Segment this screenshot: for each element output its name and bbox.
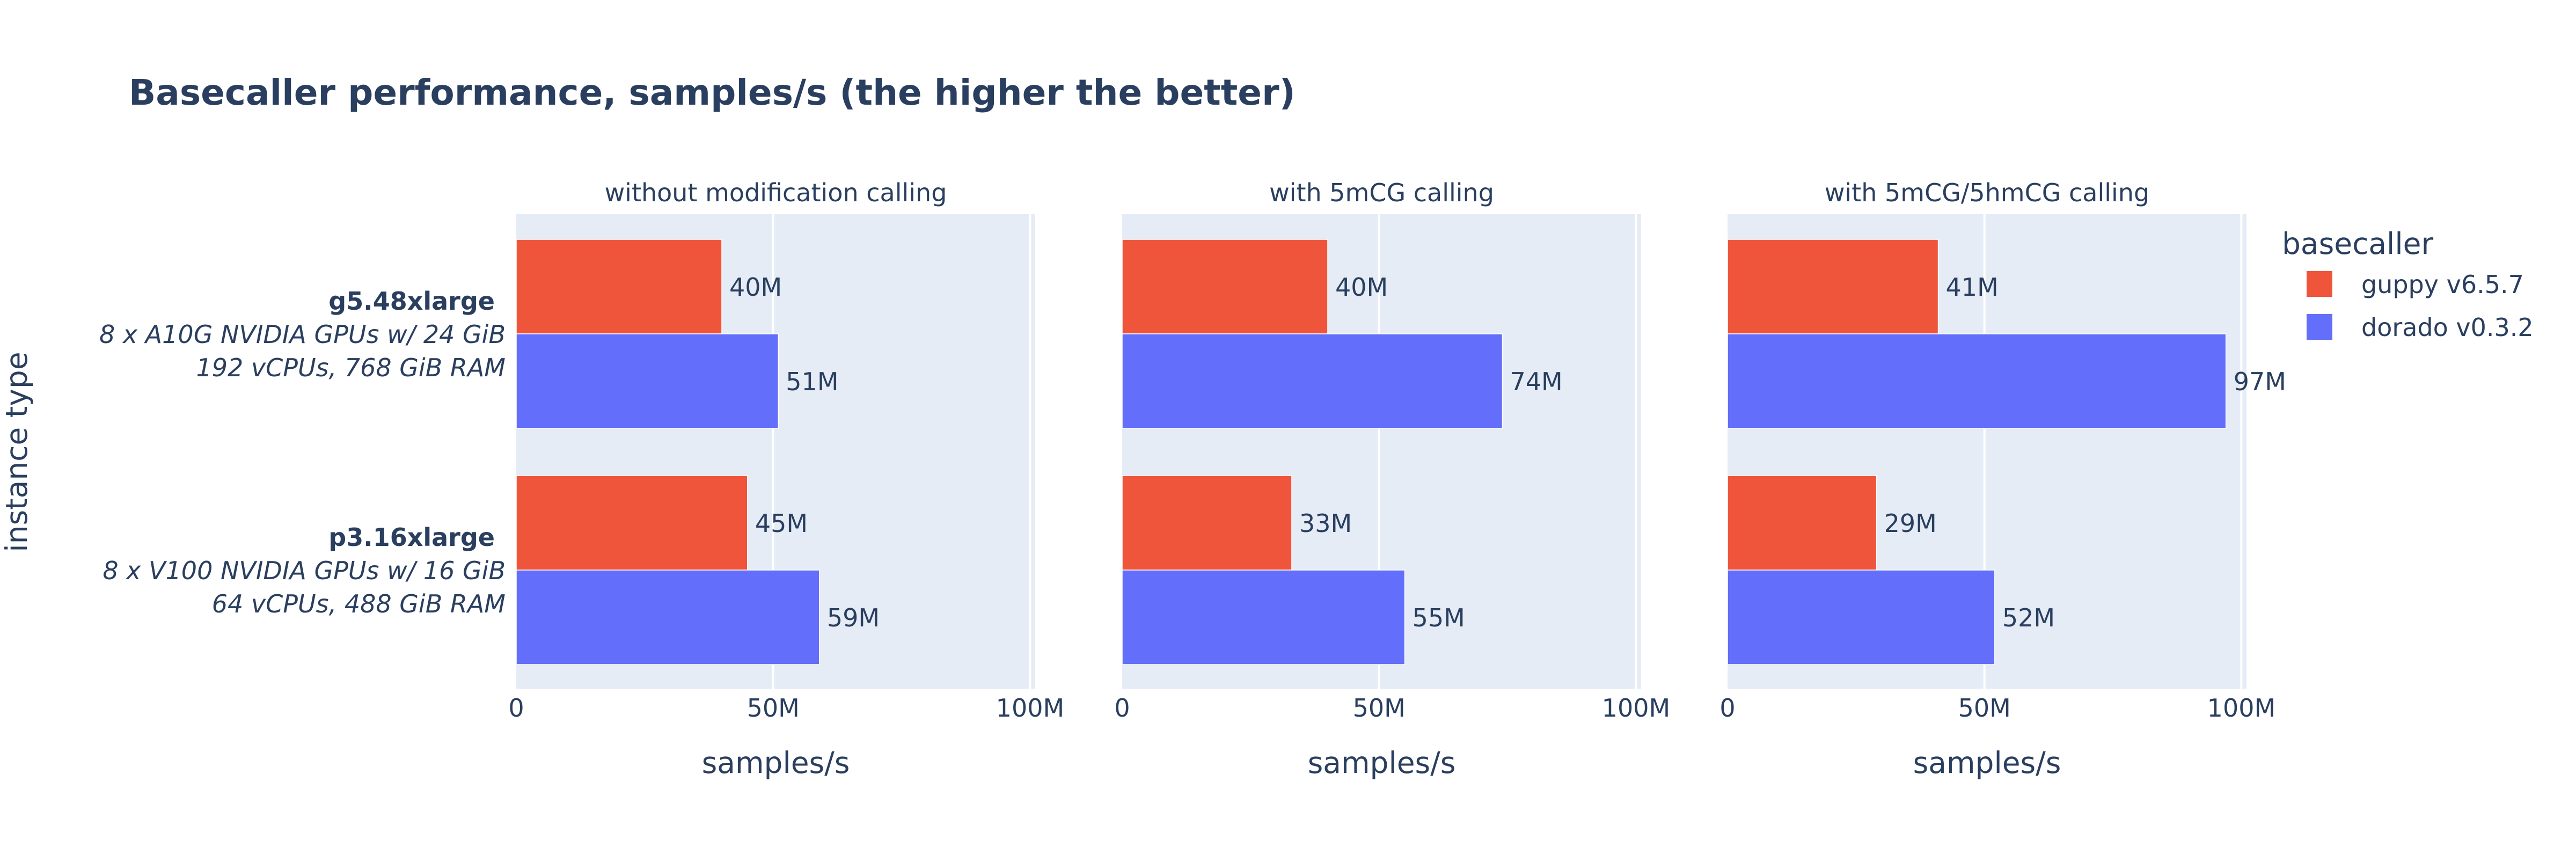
y-tick-detail: 192 vCPUs, 768 GiB RAM <box>196 353 506 382</box>
data-label: 40M <box>729 273 782 302</box>
data-label: 51M <box>786 367 838 396</box>
x-tick-label: 50M <box>1353 694 1406 723</box>
bar <box>516 570 820 665</box>
bar <box>1727 475 1877 571</box>
bar <box>1122 475 1292 571</box>
x-tick-label: 100M <box>1602 694 1671 723</box>
chart-title: Basecaller performance, samples/s (the h… <box>129 72 1296 113</box>
bar <box>1122 570 1406 665</box>
y-axis-title: instance type <box>0 352 34 552</box>
bar <box>1122 239 1328 334</box>
data-label: 74M <box>1510 367 1562 396</box>
y-tick-detail: 8 x A10G NVIDIA GPUs w/ 24 GiB <box>99 320 506 349</box>
panel-title: with 5mCG/5hmCG calling <box>1825 178 2149 207</box>
y-tick-label: g5.48xlarge <box>328 287 495 316</box>
x-tick-label: 100M <box>996 694 1065 723</box>
bar <box>516 333 779 429</box>
data-label: 55M <box>1413 603 1465 632</box>
x-tick-label: 50M <box>747 694 800 723</box>
panel-title: without modification calling <box>605 178 947 207</box>
y-tick-label: p3.16xlarge <box>328 523 495 552</box>
bar <box>516 239 722 334</box>
data-label: 33M <box>1299 509 1352 538</box>
data-label: 59M <box>827 603 880 632</box>
data-label: 29M <box>1884 509 1937 538</box>
data-label: 45M <box>755 509 808 538</box>
y-tick-detail: 8 x V100 NVIDIA GPUs w/ 16 GiB <box>103 556 506 585</box>
y-tick-detail: 64 vCPUs, 488 GiB RAM <box>212 589 506 618</box>
x-tick-label: 0 <box>1114 694 1130 723</box>
x-tick-label: 0 <box>508 694 524 723</box>
data-label: 40M <box>1335 273 1388 302</box>
data-label: 52M <box>2002 603 2055 632</box>
bar <box>1727 570 1995 665</box>
x-axis-title: samples/s <box>702 746 850 780</box>
data-label: 41M <box>1946 273 1999 302</box>
x-tick-label: 50M <box>1958 694 2011 723</box>
x-tick-label: 0 <box>1719 694 1735 723</box>
x-axis-title: samples/s <box>1913 746 2061 780</box>
bar <box>516 475 748 571</box>
bar <box>1122 333 1503 429</box>
x-axis-title: samples/s <box>1308 746 1456 780</box>
legend-label: guppy v6.5.7 <box>2361 270 2524 299</box>
bar <box>1727 333 2227 429</box>
legend-title: basecaller <box>2282 227 2433 261</box>
data-label: 97M <box>2234 367 2286 396</box>
x-tick-label: 100M <box>2207 694 2276 723</box>
panel-title: with 5mCG calling <box>1269 178 1494 207</box>
legend-swatch <box>2307 314 2332 340</box>
legend-swatch <box>2307 271 2332 297</box>
bar <box>1727 239 1939 334</box>
legend-label: dorado v0.3.2 <box>2361 313 2534 342</box>
